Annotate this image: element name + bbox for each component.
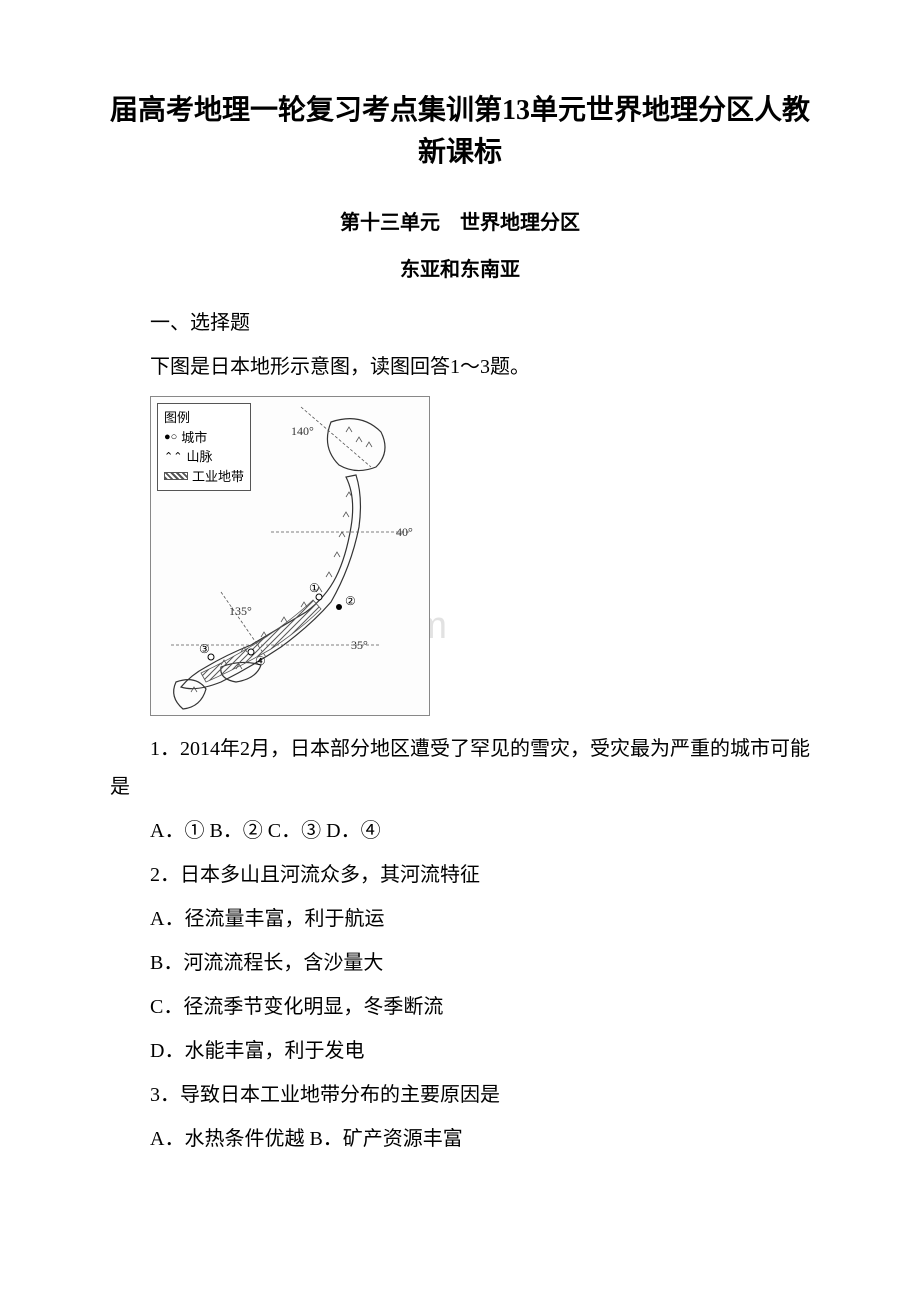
label-pt1: ① — [309, 581, 320, 595]
japan-map-figure: 图例 ●○ 城市 ⌃⌃ 山脉 工业地带 — [150, 396, 430, 716]
label-lat40: 40° — [396, 525, 413, 539]
japan-map-svg: 140° 40° 135° 35° ① ② ③ ④ — [151, 397, 431, 717]
label-lon140: 140° — [291, 424, 314, 438]
figure-container: 图例 ●○ 城市 ⌃⌃ 山脉 工业地带 — [150, 396, 810, 716]
label-pt2: ② — [345, 594, 356, 608]
question-2-option-d: D．水能丰富，利于发电 — [110, 1032, 810, 1070]
intro-line: 下图是日本地形示意图，读图回答1～3题。 — [110, 348, 810, 386]
label-pt3: ③ — [199, 642, 210, 656]
question-2-option-c: C．径流季节变化明显，冬季断流 — [110, 988, 810, 1026]
label-lon135: 135° — [229, 604, 252, 618]
unit-subtitle: 第十三单元 世界地理分区 — [110, 206, 810, 235]
section-heading: 一、选择题 — [110, 304, 810, 342]
question-1-stem: 1．2014年2月，日本部分地区遭受了罕见的雪灾，受灾最为严重的城市可能是 — [110, 730, 810, 806]
question-2-stem: 2．日本多山且河流众多，其河流特征 — [110, 856, 810, 894]
question-1-options: A．① B．② C．③ D．④ — [110, 812, 810, 850]
document-title: 届高考地理一轮复习考点集训第13单元世界地理分区人教新课标 — [110, 90, 810, 174]
label-pt4: ④ — [255, 654, 266, 668]
question-2-option-a: A．径流量丰富，利于航运 — [110, 900, 810, 938]
question-3-options: A．水热条件优越 B．矿产资源丰富 — [110, 1120, 810, 1158]
section-title: 东亚和东南亚 — [110, 253, 810, 282]
label-lat35: 35° — [351, 638, 368, 652]
question-2-option-b: B．河流流程长，含沙量大 — [110, 944, 810, 982]
question-3-stem: 3．导致日本工业地带分布的主要原因是 — [110, 1076, 810, 1114]
